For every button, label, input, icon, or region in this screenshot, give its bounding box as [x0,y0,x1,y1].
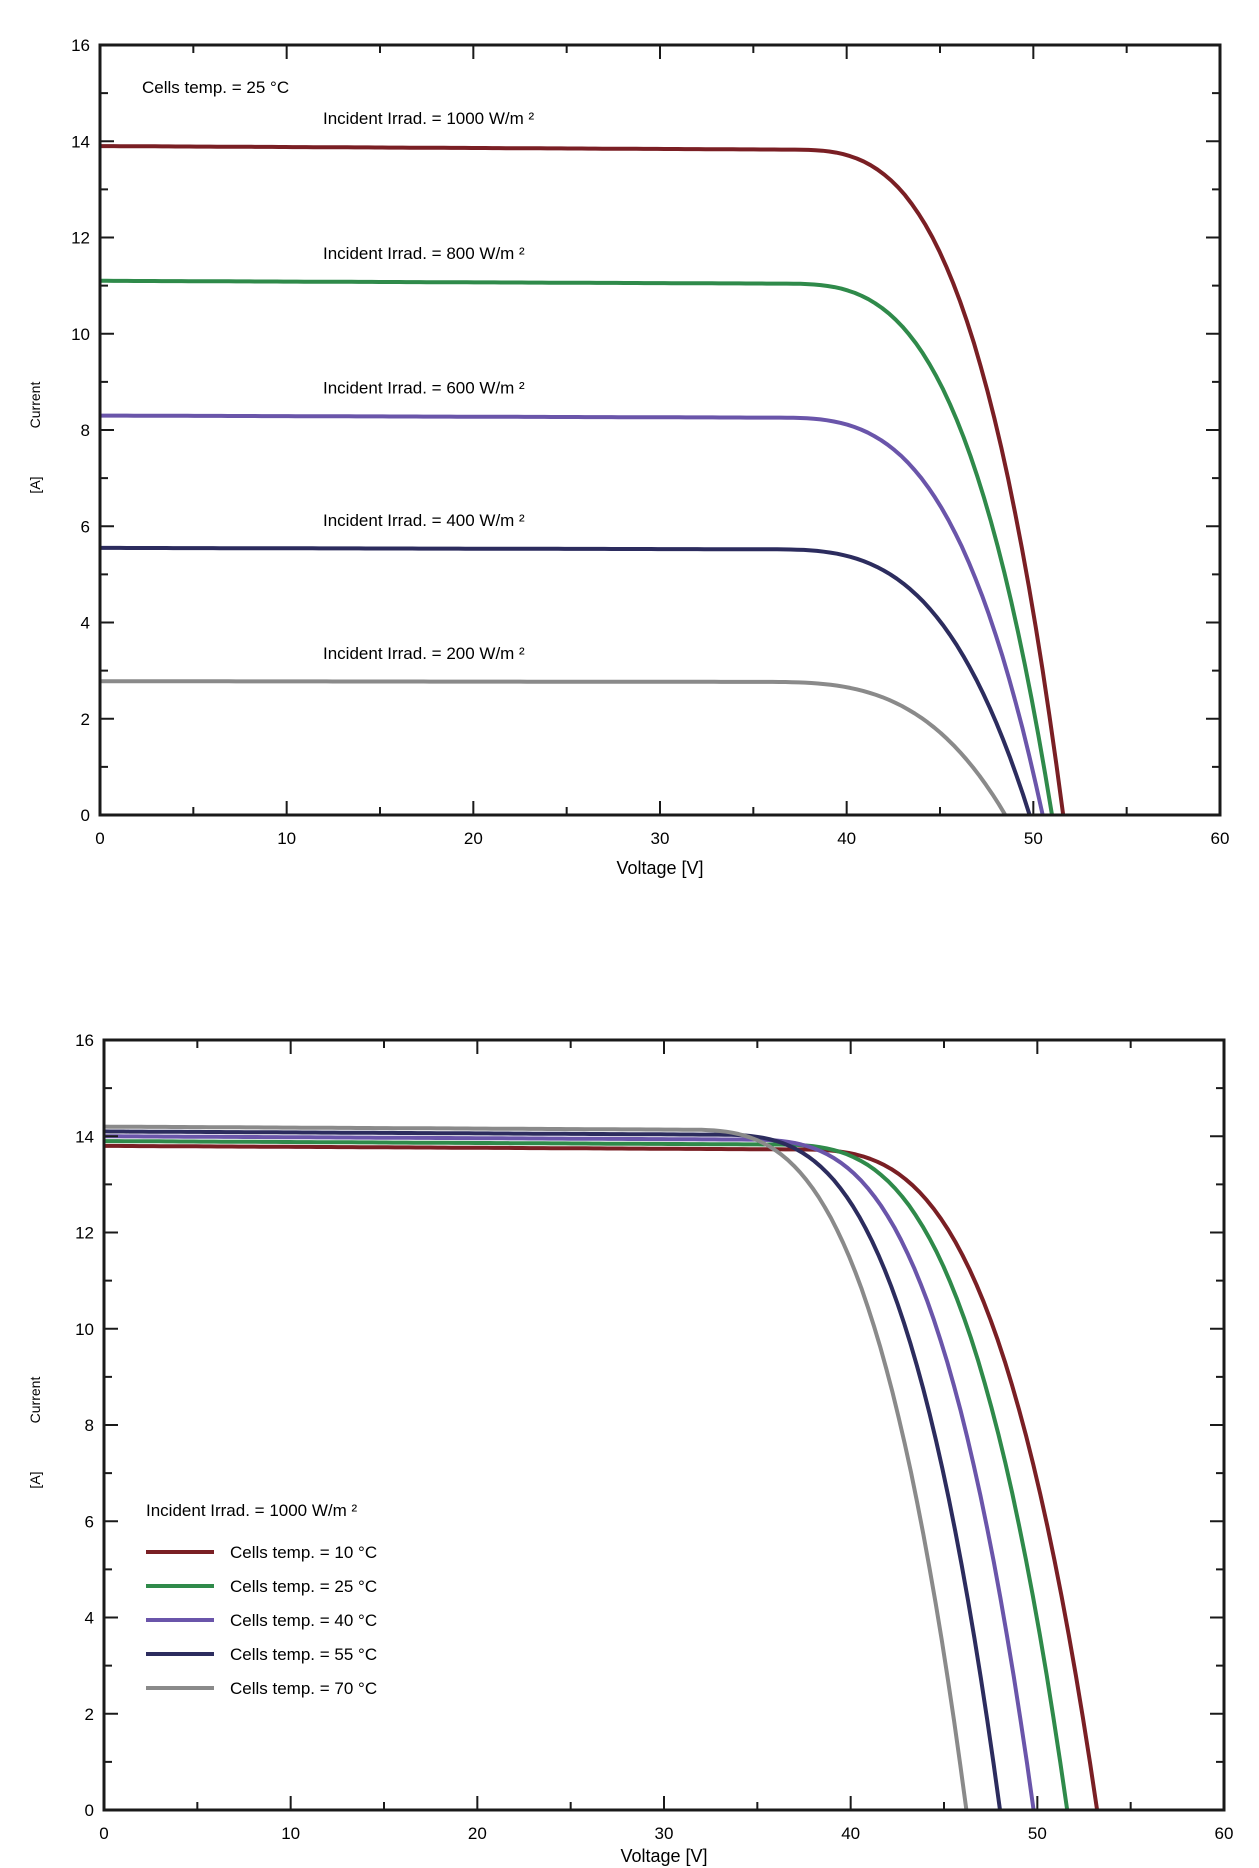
legend-title: Incident Irrad. = 1000 W/m ² [146,1501,358,1520]
y-tick-label: 6 [85,1512,94,1531]
x-tick-label: 0 [99,1824,108,1843]
tick-labels: 0 10 20 30 40 50 60 0 2 4 6 8 10 12 14 16 [71,36,1229,848]
curve-labels: Incident Irrad. = 1000 W/m ² Incident Irr… [323,109,535,663]
series-line-3 [100,413,1045,816]
x-tick-label: 30 [655,1824,674,1843]
x-tick-label: 10 [277,829,296,848]
series-line-2 [104,1139,1070,1811]
series-line-1 [100,144,1066,816]
cell-temperature-annotation: Cells temp. = 25 °C [142,78,289,97]
series-line-1 [104,1143,1100,1811]
x-tick-label: 40 [841,1824,860,1843]
series-line-3 [104,1134,1036,1811]
legend-entry-3: Cells temp. = 40 °C [230,1611,377,1630]
y-tick-label: 4 [81,614,90,633]
y-axis-label: Current [27,1377,43,1424]
y-tick-label: 8 [85,1416,94,1435]
x-tick-label: 40 [837,829,856,848]
legend-entry-1: Cells temp. = 10 °C [230,1543,377,1562]
tick-labels: 0 10 20 30 40 50 60 0 2 4 6 8 10 12 14 16 [75,1031,1233,1843]
x-tick-label: 60 [1211,829,1230,848]
y-tick-label: 12 [75,1224,94,1243]
series-line-5 [100,679,1008,817]
plot-frame [98,43,1222,817]
y-tick-label: 2 [81,710,90,729]
y-tick-label: 10 [75,1320,94,1339]
y-tick-label: 0 [85,1801,94,1820]
series-line-2 [100,278,1054,816]
y-tick-label: 8 [81,421,90,440]
x-tick-label: 60 [1215,1824,1234,1843]
y-tick-label: 14 [75,1127,94,1146]
series-line-4 [100,545,1032,816]
irradiance-curves [100,144,1066,817]
y-tick-label: 0 [81,806,90,825]
irradiance-iv-chart: 0 10 20 30 40 50 60 0 2 4 6 8 10 12 14 16 Voltage [V] C… [27,36,1229,878]
legend-entry-2: Cells temp. = 25 °C [230,1577,377,1596]
x-axis-label: Voltage [V] [620,1846,707,1866]
curve-label-3: Incident Irrad. = 600 W/m ² [323,379,525,398]
y-tick-label: 4 [85,1609,94,1628]
legend-entry-5: Cells temp. = 70 °C [230,1679,377,1698]
axis-ticks [103,1039,1225,1811]
y-tick-label: 6 [81,517,90,536]
x-tick-label: 50 [1024,829,1043,848]
y-tick-label: 10 [71,325,90,344]
series-line-5 [103,1124,969,1811]
curve-label-1: Incident Irrad. = 1000 W/m ² [323,109,535,128]
y-tick-label: 16 [71,36,90,55]
legend-entry-4: Cells temp. = 55 °C [230,1645,377,1664]
y-tick-label: 2 [85,1705,94,1724]
y-tick-label: 12 [71,229,90,248]
x-tick-label: 0 [95,829,104,848]
x-tick-label: 50 [1028,1824,1047,1843]
curve-label-2: Incident Irrad. = 800 W/m ² [323,244,525,263]
x-tick-label: 30 [651,829,670,848]
y-axis-unit: [A] [27,476,43,493]
x-tick-label: 20 [468,1824,487,1843]
axis-ticks [99,44,1221,816]
x-tick-label: 20 [464,829,483,848]
x-tick-label: 10 [281,1824,300,1843]
series-line-4 [103,1129,1002,1811]
curve-label-5: Incident Irrad. = 200 W/m ² [323,644,525,663]
y-axis-label: Current [27,382,43,429]
temperature-iv-chart: 0 10 20 30 40 50 60 0 2 4 6 8 10 12 14 16 Voltage [V] C… [27,1031,1233,1866]
legend: Incident Irrad. = 1000 W/m ² Cells temp.… [146,1501,377,1698]
temperature-curves [103,1124,1100,1811]
y-tick-label: 16 [75,1031,94,1050]
curve-label-4: Incident Irrad. = 400 W/m ² [323,511,525,530]
y-tick-label: 14 [71,132,90,151]
y-axis-unit: [A] [27,1471,43,1488]
x-axis-label: Voltage [V] [616,858,703,878]
